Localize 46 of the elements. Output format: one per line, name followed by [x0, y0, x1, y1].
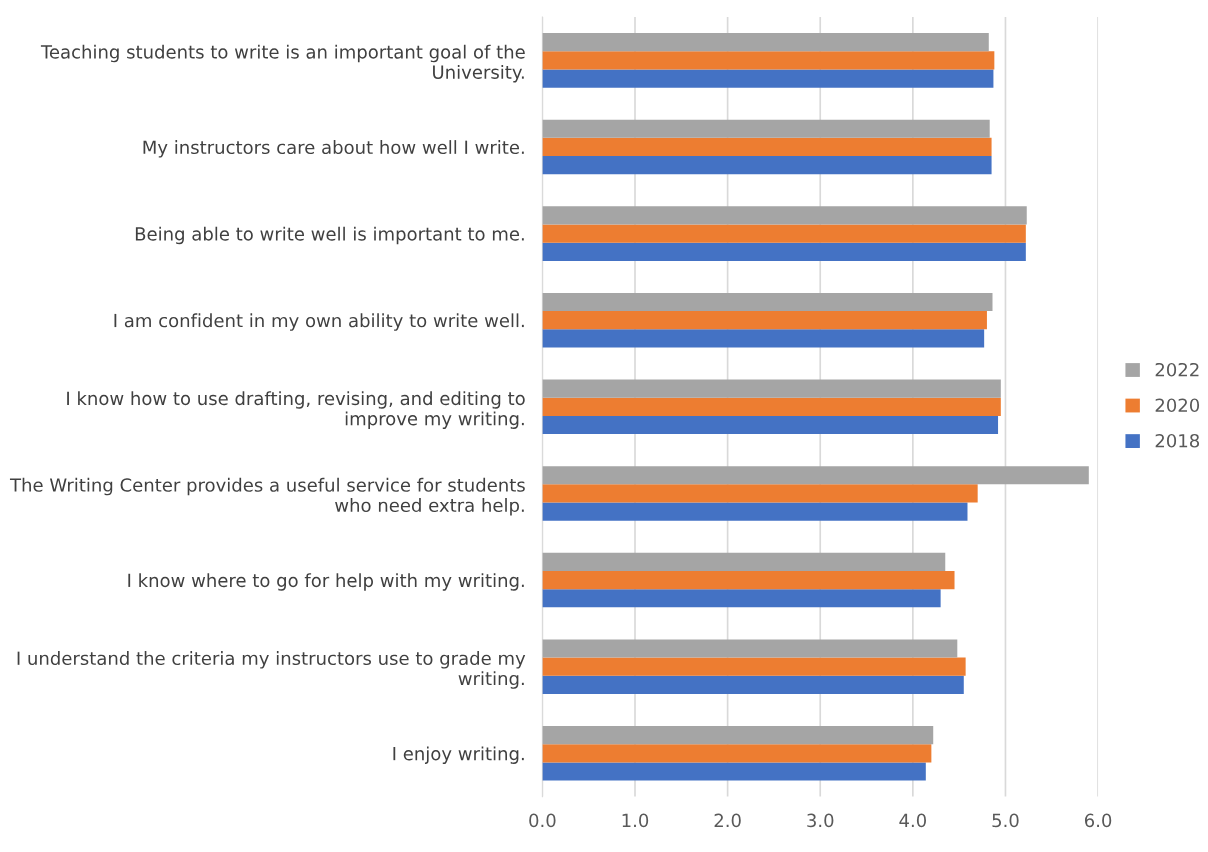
x-tick-label: 5.0: [992, 813, 1019, 828]
legend-label: 2022: [1155, 362, 1199, 377]
bar: [542, 119, 990, 138]
bar: [542, 156, 992, 175]
bar: [542, 137, 992, 157]
bar: [542, 311, 987, 330]
bar: [542, 69, 994, 88]
y-tick-label: Teaching students to write is an important goal of the University.: [40, 44, 525, 83]
bar: [542, 33, 989, 52]
bar: [542, 206, 1027, 225]
bar: [542, 292, 993, 312]
bar: [542, 466, 1089, 485]
y-tick-label: I know how to use drafting, revising, and editing to improve my writing.: [67, 391, 525, 429]
bar: [542, 762, 926, 781]
y-tick-label: I enjoy writing.: [393, 746, 524, 764]
x-tick-label: 4.0: [899, 813, 926, 828]
y-tick-label: I am confident in my own ability to write well.: [114, 313, 524, 331]
x-tick-label: 2.0: [714, 813, 741, 828]
bar: [542, 552, 946, 571]
bar: [542, 329, 985, 348]
legend-label: 2020: [1155, 398, 1200, 413]
bar: [542, 639, 958, 658]
bar: [542, 675, 964, 694]
y-tick-label: My instructors care about how well I write.: [143, 140, 524, 158]
bar: [542, 224, 1026, 243]
x-tick-label: 1.0: [622, 813, 649, 828]
y-tick-label: The Writing Center provides a useful service for students who need extra help.: [9, 477, 525, 516]
x-tick-label: 3.0: [807, 813, 834, 828]
x-tick-label: 6.0: [1084, 813, 1112, 828]
bar: [542, 242, 1026, 261]
bar: [542, 570, 955, 590]
bar: [542, 51, 995, 70]
bar: [542, 657, 966, 676]
y-tick-label: I know where to go for help with my writing.: [128, 573, 524, 591]
bar: [542, 484, 978, 503]
x-tick-label: 0.0: [529, 813, 556, 828]
bar: [542, 379, 1001, 398]
legend-label: 2018: [1155, 433, 1200, 448]
y-tick-label: Being able to write well is important to me.: [135, 226, 524, 245]
bar: [542, 397, 1001, 416]
bar: [542, 744, 932, 763]
y-tick-label: I understand the criteria my instructors use to grade my writing.: [17, 651, 526, 689]
bar: [542, 726, 934, 745]
bar: [542, 502, 968, 521]
bar: [542, 589, 941, 608]
bar: [542, 415, 999, 435]
